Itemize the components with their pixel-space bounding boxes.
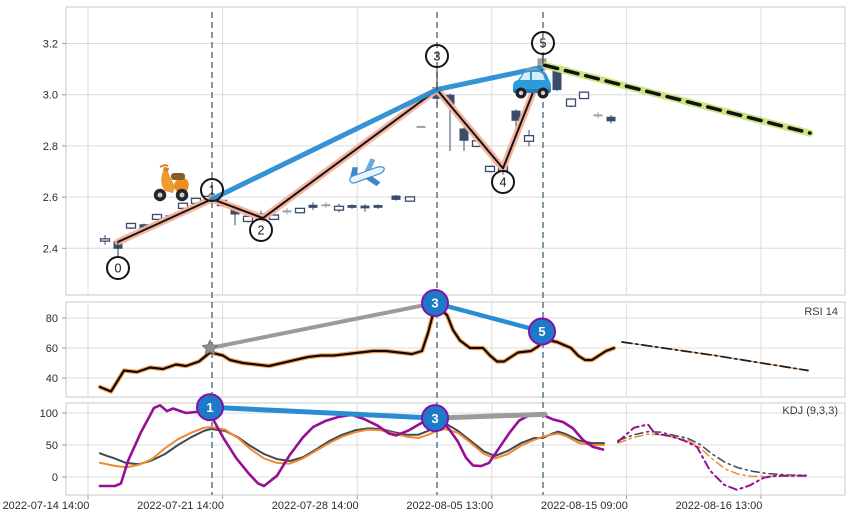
- x-axis-tick-label: 2022-08-15 09:00: [541, 500, 628, 512]
- wave-marker-1: [200, 178, 224, 202]
- x-axis-tick-label: 2022-07-21 14:00: [137, 500, 224, 512]
- kdj-y-tick: 100: [40, 408, 58, 420]
- rsi-marker-3: [421, 289, 449, 317]
- svg-text:0: 0: [115, 261, 122, 275]
- kdj-marker-3: [421, 404, 449, 433]
- kdj-j-forecast-line: [617, 423, 807, 491]
- main-y-tick: 3.0: [43, 90, 58, 102]
- rsi-panel-label: RSI 14: [804, 306, 838, 318]
- zigzag-line: [117, 66, 544, 243]
- kdj-blue-connector: [207, 404, 438, 421]
- kdj-k-line: [99, 422, 605, 466]
- kdj-j-line: [98, 403, 605, 488]
- x-axis-tick-label: 2022-07-28 14:00: [272, 500, 359, 512]
- svg-text:1: 1: [206, 400, 213, 415]
- svg-text:3: 3: [434, 49, 441, 63]
- svg-text:3: 3: [431, 296, 438, 311]
- rsi-star-marker: [201, 339, 219, 356]
- wave-marker-5: [531, 31, 555, 55]
- main-panel: [65, 6, 846, 296]
- rsi-gray-connector: [208, 301, 437, 350]
- x-axis-tick-label: 2022-07-14 14:00: [3, 500, 90, 512]
- trend-line-blue: [209, 64, 546, 202]
- rsi-y-tick: 40: [46, 373, 58, 385]
- wave-marker-2: [249, 218, 273, 242]
- svg-text:3: 3: [431, 411, 438, 426]
- main-y-tick: 2.6: [43, 192, 58, 204]
- svg-text:4: 4: [500, 175, 507, 189]
- wave-marker-3: [425, 44, 449, 68]
- rsi-y-tick: 80: [46, 313, 58, 325]
- kdj-y-tick: 50: [46, 440, 58, 452]
- rsi-forecast-line: [621, 341, 809, 372]
- forecast-dashed-line: [543, 63, 812, 135]
- svg-text:2: 2: [258, 223, 265, 237]
- svg-text:5: 5: [540, 36, 547, 50]
- kdj-panel-label: KDJ (9,3,3): [782, 405, 838, 417]
- kdj-y-tick: 0: [52, 472, 58, 484]
- rsi-marker-5: [528, 317, 556, 346]
- rsi-panel: [65, 301, 846, 398]
- wave-marker-4: [491, 170, 515, 194]
- kdj-gray-connector: [432, 411, 548, 421]
- rsi-blue-connector: [432, 300, 545, 334]
- scooter-icon: [153, 164, 189, 202]
- airplane-icon: [349, 158, 385, 187]
- kdj-marker-1: [196, 393, 224, 422]
- main-y-tick: 3.2: [43, 39, 58, 51]
- main-y-tick: 2.8: [43, 141, 58, 153]
- x-axis-tick-label: 2022-08-16 13:00: [676, 500, 763, 512]
- wave-marker-0: [106, 256, 130, 280]
- kdj-d-line: [99, 426, 605, 469]
- car-icon: [513, 68, 551, 99]
- svg-text:1: 1: [209, 183, 216, 197]
- x-axis-tick-label: 2022-08-05 13:00: [406, 500, 493, 512]
- main-y-tick: 2.4: [43, 243, 58, 255]
- svg-text:5: 5: [538, 324, 545, 339]
- kdj-k-forecast-line: [617, 430, 807, 476]
- rsi-y-tick: 60: [46, 343, 58, 355]
